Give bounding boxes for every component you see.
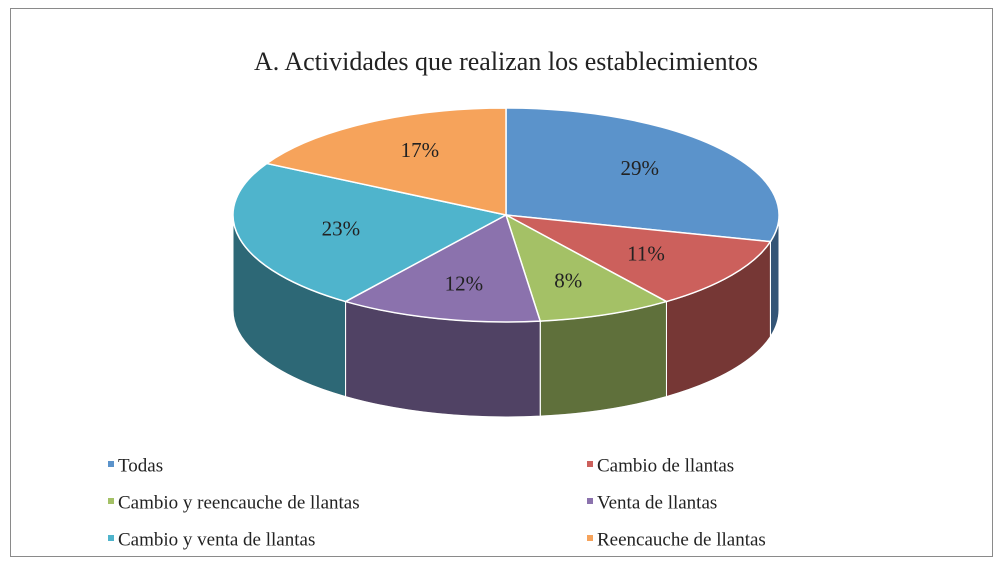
legend-label: Reencauche de llantas <box>597 529 766 550</box>
slice <box>505 107 780 243</box>
legend-swatch <box>108 461 114 467</box>
legend-label: Todas <box>118 455 163 476</box>
slice <box>232 162 509 303</box>
data-label: 12% <box>445 271 484 295</box>
legend-label: Cambio y reencauche de llantas <box>118 492 360 513</box>
slice <box>343 213 542 323</box>
legend-swatch <box>108 535 114 541</box>
slice <box>505 214 772 303</box>
legend-label: Cambio y venta de llantas <box>118 529 315 550</box>
legend-swatch <box>587 461 593 467</box>
data-label: 17% <box>401 138 440 162</box>
legend-label: Cambio de llantas <box>597 455 734 476</box>
legend-swatch <box>587 498 593 504</box>
slice <box>264 107 507 216</box>
data-label: 29% <box>620 156 659 180</box>
slice <box>504 213 669 322</box>
legend-label: Venta de llantas <box>597 492 717 513</box>
data-label: 8% <box>554 268 582 292</box>
data-label: 23% <box>322 217 361 241</box>
legend-swatch <box>108 498 114 504</box>
data-label: 11% <box>627 242 665 266</box>
legend-swatch <box>587 535 593 541</box>
chart-title: A. Actividades que realizan los establec… <box>254 47 758 76</box>
